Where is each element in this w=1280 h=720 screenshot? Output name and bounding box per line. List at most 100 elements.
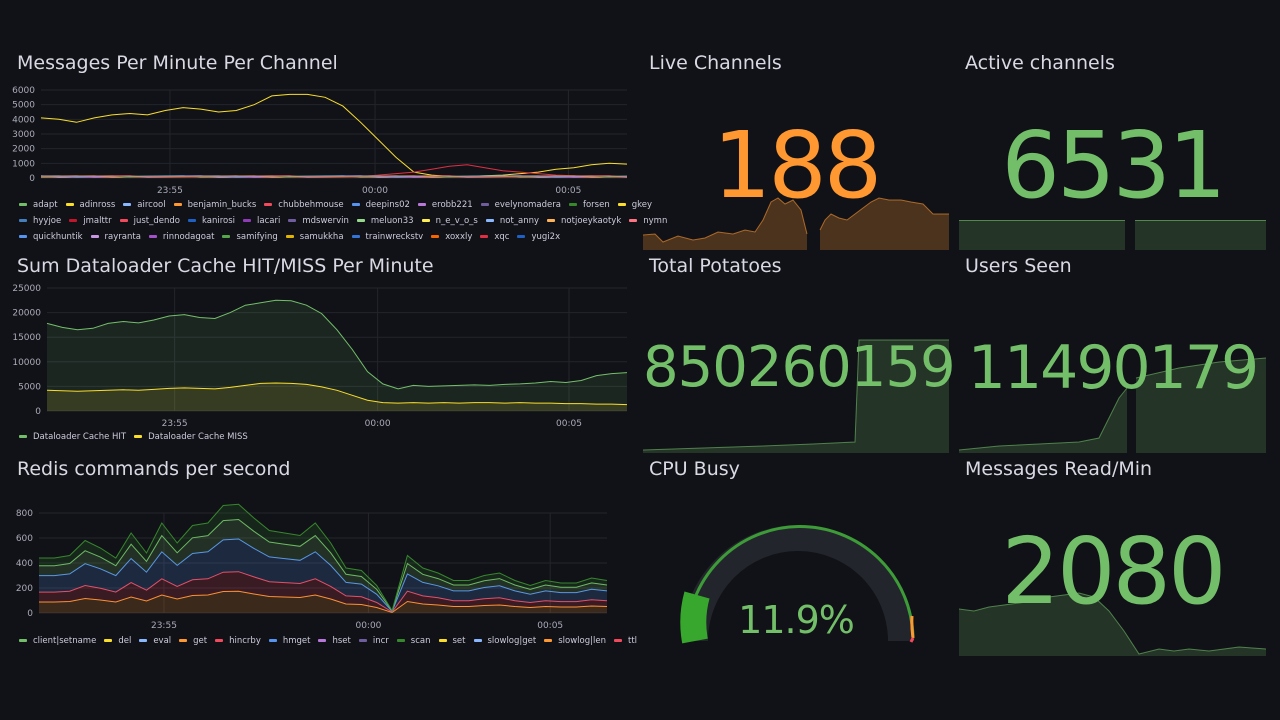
- legend-item[interactable]: samifying: [222, 229, 278, 245]
- legend-item[interactable]: hmget: [268, 633, 310, 649]
- legend-swatch: [90, 235, 99, 238]
- legend-label: samifying: [236, 232, 278, 242]
- legend-label: lacari: [257, 216, 281, 226]
- legend-item[interactable]: forsen: [568, 197, 610, 213]
- legend-label: hset: [332, 636, 351, 646]
- legend-item[interactable]: trainwreckstv: [351, 229, 423, 245]
- legend-item[interactable]: set: [438, 633, 466, 649]
- y-tick-label: 800: [16, 509, 33, 519]
- legend-swatch: [19, 435, 27, 438]
- legend-item[interactable]: mdswervin: [288, 213, 349, 229]
- chart-legend: client|setname del eval get hincrby hmget hset…: [19, 633, 645, 649]
- x-tick-label: 00:00: [365, 419, 391, 429]
- legend-item[interactable]: samukkha: [285, 229, 344, 245]
- dataloader-panel: Sum Dataloader Cache HIT/MISS Per Minute…: [12, 255, 628, 450]
- active-channels-sparkline: [959, 220, 1266, 250]
- legend-swatch: [318, 639, 327, 642]
- legend-item[interactable]: xoxxly: [431, 229, 472, 245]
- legend-item[interactable]: Dataloader Cache HIT: [19, 429, 126, 445]
- legend-item[interactable]: n_e_v_o_s: [421, 213, 478, 229]
- legend-item[interactable]: jmalttr: [69, 213, 112, 229]
- legend-label: ttl: [627, 636, 638, 646]
- panel-title: Redis commands per second: [17, 458, 291, 480]
- legend-label: just_dendo: [133, 216, 180, 226]
- legend-item[interactable]: scan: [396, 633, 431, 649]
- legend-item[interactable]: aircool: [123, 197, 166, 213]
- series-line: [39, 571, 608, 613]
- total-potatoes-value: 850260159: [643, 335, 956, 400]
- y-tick-label: 2000: [12, 145, 35, 155]
- legend-swatch: [358, 639, 367, 642]
- legend-item[interactable]: get: [179, 633, 207, 649]
- legend-item[interactable]: slowlog|len: [544, 633, 606, 649]
- legend-item[interactable]: not_anny: [485, 213, 539, 229]
- legend-swatch: [438, 639, 447, 642]
- legend-item[interactable]: just_dendo: [119, 213, 180, 229]
- legend-swatch: [485, 219, 494, 222]
- series-line: [46, 299, 628, 390]
- legend-item[interactable]: chubbehmouse: [264, 197, 344, 213]
- y-tick-label: 0: [27, 609, 33, 619]
- legend-swatch: [134, 435, 143, 438]
- legend-item[interactable]: lacari: [243, 213, 280, 229]
- legend-item[interactable]: adapt: [19, 197, 58, 213]
- legend-swatch: [417, 203, 426, 206]
- panel-title: Users Seen: [965, 255, 1072, 277]
- cpu-busy-panel: CPU Busy 11.9%: [643, 458, 949, 658]
- legend-item[interactable]: hset: [318, 633, 351, 649]
- legend-label: yugi2x: [531, 232, 561, 242]
- legend-item[interactable]: notjoeykaotyk: [547, 213, 621, 229]
- legend-item[interactable]: rinnodagoat: [148, 229, 214, 245]
- live-channels-panel: Live Channels 188: [642, 52, 949, 250]
- legend-item[interactable]: xqc: [480, 229, 509, 245]
- legend-swatch: [288, 219, 297, 222]
- legend-item[interactable]: benjamin_bucks: [173, 197, 256, 213]
- x-tick-label: 00:05: [556, 419, 582, 429]
- legend-swatch: [119, 219, 128, 222]
- series-area: [39, 591, 607, 613]
- legend-item[interactable]: meluon33: [356, 213, 414, 229]
- legend-row: Dataloader Cache HIT Dataloader Cache MIS…: [19, 429, 256, 445]
- legend-item[interactable]: kanirosi: [188, 213, 235, 229]
- y-tick-label: 20000: [12, 309, 41, 319]
- legend-item[interactable]: adinross: [65, 197, 115, 213]
- legend-item[interactable]: slowlog|get: [473, 633, 536, 649]
- dataloader-chart[interactable]: 25000 20000 15000 10000 5000 0 23:55 00:00 00:05: [12, 284, 628, 429]
- legend-item[interactable]: eval: [139, 633, 171, 649]
- x-tick-label: 00:00: [355, 621, 381, 631]
- legend-label: eval: [153, 636, 172, 646]
- x-tick-label: 23:55: [157, 186, 183, 196]
- legend-swatch: [69, 219, 78, 222]
- total-potatoes-sparkline: [642, 339, 949, 453]
- legend-item[interactable]: rayranta: [90, 229, 141, 245]
- series-line: [39, 503, 608, 612]
- legend-label: chubbehmouse: [278, 200, 344, 210]
- legend-item[interactable]: nymn: [629, 213, 667, 229]
- legend-item[interactable]: quickhuntik: [19, 229, 83, 245]
- legend-item[interactable]: yugi2x: [517, 229, 560, 245]
- legend-item[interactable]: incr: [358, 633, 389, 649]
- legend-item[interactable]: del: [104, 633, 131, 649]
- legend-label: xqc: [494, 232, 510, 242]
- legend-item[interactable]: erobb221: [417, 197, 473, 213]
- y-tick-label: 5000: [18, 382, 41, 392]
- legend-item[interactable]: ttl: [613, 633, 638, 649]
- legend-item[interactable]: client|setname: [19, 633, 96, 649]
- legend-label: erobb221: [431, 200, 473, 210]
- messages-per-minute-chart[interactable]: 6000 5000 4000 3000 2000 1000 0 23:55 00:00 00:05: [12, 82, 628, 196]
- legend-swatch: [19, 235, 27, 238]
- legend-item[interactable]: deepins02: [351, 197, 410, 213]
- legend-label: quickhuntik: [33, 232, 83, 242]
- legend-item[interactable]: evelynomadera: [480, 197, 561, 213]
- legend-swatch: [215, 639, 224, 642]
- legend-item[interactable]: gkey: [617, 197, 652, 213]
- legend-item[interactable]: Dataloader Cache MISS: [134, 429, 248, 445]
- legend-label: hyyjoe: [33, 216, 62, 226]
- cpu-busy-value: 11.9%: [738, 598, 855, 642]
- legend-item[interactable]: hyyjoe: [19, 213, 61, 229]
- redis-chart[interactable]: 800 600 400 200 0 23:55 00:00 00:05: [16, 498, 627, 638]
- legend-item[interactable]: hincrby: [215, 633, 261, 649]
- legend-label: samukkha: [299, 232, 344, 242]
- y-tick-label: 1000: [12, 159, 35, 169]
- legend-swatch: [139, 639, 148, 642]
